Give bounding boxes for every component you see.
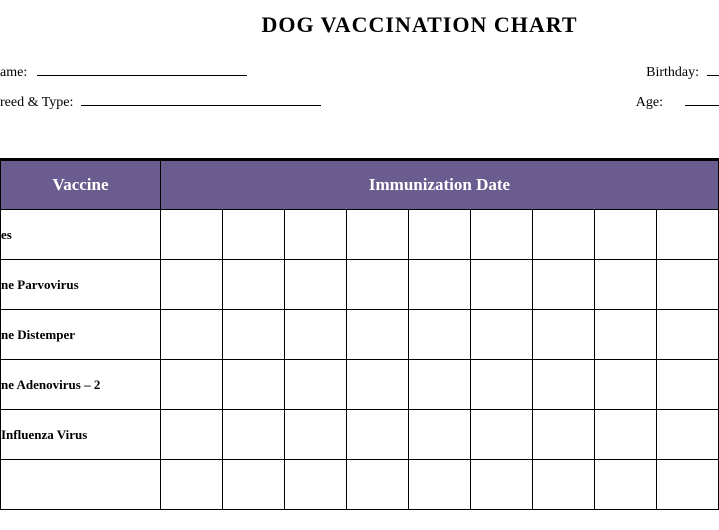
vaccination-table-wrap: Vaccine Immunization Date esne Parvoviru… <box>0 158 719 510</box>
date-cell[interactable] <box>595 410 657 460</box>
date-cell[interactable] <box>223 360 285 410</box>
name-line[interactable] <box>37 62 247 76</box>
date-cell[interactable] <box>161 210 223 260</box>
table-header-row: Vaccine Immunization Date <box>1 161 719 210</box>
date-cell[interactable] <box>533 410 595 460</box>
date-cell[interactable] <box>285 460 347 510</box>
date-cell[interactable] <box>347 310 409 360</box>
date-cell[interactable] <box>657 260 719 310</box>
date-cell[interactable] <box>471 310 533 360</box>
date-cell[interactable] <box>409 360 471 410</box>
date-cell[interactable] <box>657 460 719 510</box>
date-cell[interactable] <box>223 460 285 510</box>
date-cell[interactable] <box>657 310 719 360</box>
date-cell[interactable] <box>471 410 533 460</box>
date-cell[interactable] <box>657 360 719 410</box>
table-row: es <box>1 210 719 260</box>
date-cell[interactable] <box>223 260 285 310</box>
vaccination-table: Vaccine Immunization Date esne Parvoviru… <box>0 160 719 510</box>
date-cell[interactable] <box>471 260 533 310</box>
birthday-label: Birthday: <box>646 65 699 80</box>
age-line[interactable] <box>685 92 719 106</box>
date-cell[interactable] <box>595 360 657 410</box>
date-cell[interactable] <box>471 210 533 260</box>
date-cell[interactable] <box>285 310 347 360</box>
date-cell[interactable] <box>533 360 595 410</box>
age-field-group: Age: <box>636 92 719 111</box>
date-cell[interactable] <box>409 310 471 360</box>
date-cell[interactable] <box>409 260 471 310</box>
date-cell[interactable] <box>595 460 657 510</box>
date-cell[interactable] <box>533 310 595 360</box>
vaccine-name-cell: Influenza Virus <box>1 410 161 460</box>
date-cell[interactable] <box>657 210 719 260</box>
date-cell[interactable] <box>347 360 409 410</box>
date-cell[interactable] <box>285 260 347 310</box>
date-cell[interactable] <box>161 260 223 310</box>
date-cell[interactable] <box>595 210 657 260</box>
birthday-field-group: Birthday: <box>646 62 719 81</box>
date-cell[interactable] <box>409 460 471 510</box>
vaccine-name-cell: ne Distemper <box>1 310 161 360</box>
vaccine-name-cell: ne Parvovirus <box>1 260 161 310</box>
date-cell[interactable] <box>223 310 285 360</box>
date-cell[interactable] <box>223 210 285 260</box>
date-cell[interactable] <box>347 410 409 460</box>
header-vaccine: Vaccine <box>1 161 161 210</box>
name-label: ame: <box>0 65 27 80</box>
date-cell[interactable] <box>533 460 595 510</box>
table-row <box>1 460 719 510</box>
date-cell[interactable] <box>533 260 595 310</box>
header-immunization-date: Immunization Date <box>161 161 719 210</box>
date-cell[interactable] <box>161 360 223 410</box>
date-cell[interactable] <box>285 360 347 410</box>
date-cell[interactable] <box>223 410 285 460</box>
date-cell[interactable] <box>347 260 409 310</box>
table-row: Influenza Virus <box>1 410 719 460</box>
date-cell[interactable] <box>533 210 595 260</box>
date-cell[interactable] <box>347 210 409 260</box>
breed-label: reed & Type: <box>0 95 73 110</box>
date-cell[interactable] <box>409 410 471 460</box>
date-cell[interactable] <box>285 210 347 260</box>
date-cell[interactable] <box>285 410 347 460</box>
date-cell[interactable] <box>471 360 533 410</box>
date-cell[interactable] <box>409 210 471 260</box>
info-section: ame: Birthday: reed & Type: Age: <box>0 62 719 142</box>
table-row: ne Parvovirus <box>1 260 719 310</box>
date-cell[interactable] <box>161 310 223 360</box>
age-label: Age: <box>636 95 663 110</box>
vaccine-name-cell: es <box>1 210 161 260</box>
date-cell[interactable] <box>657 410 719 460</box>
date-cell[interactable] <box>595 310 657 360</box>
date-cell[interactable] <box>347 460 409 510</box>
vaccine-name-cell: ne Adenovirus – 2 <box>1 360 161 410</box>
table-row: ne Adenovirus – 2 <box>1 360 719 410</box>
date-cell[interactable] <box>471 460 533 510</box>
table-row: ne Distemper <box>1 310 719 360</box>
vaccine-name-cell <box>1 460 161 510</box>
date-cell[interactable] <box>161 410 223 460</box>
breed-line[interactable] <box>81 92 321 106</box>
date-cell[interactable] <box>595 260 657 310</box>
breed-field-group: reed & Type: <box>0 92 321 111</box>
birthday-line[interactable] <box>707 62 719 76</box>
date-cell[interactable] <box>161 460 223 510</box>
chart-title: DOG VACCINATION CHART <box>0 0 719 38</box>
name-field-group: ame: <box>0 62 247 81</box>
